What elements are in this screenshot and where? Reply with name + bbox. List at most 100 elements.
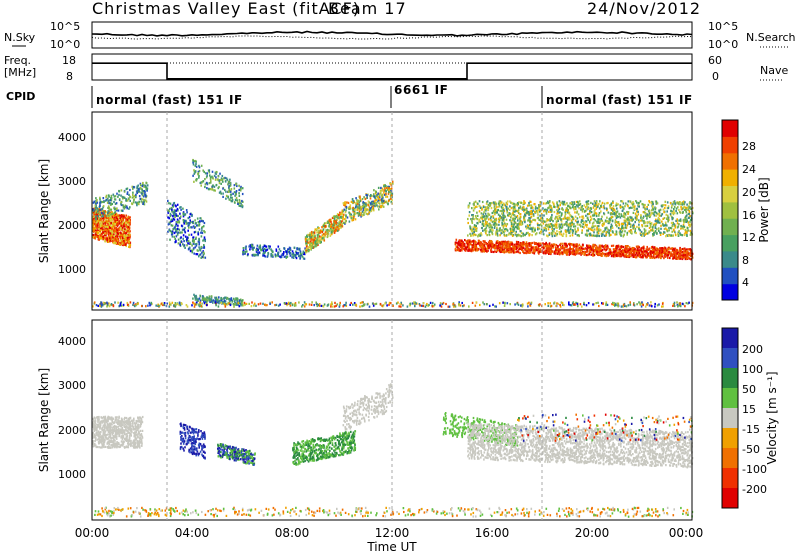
echo-cell (491, 243, 493, 245)
echo-cell (535, 243, 537, 245)
echo-cell (124, 191, 126, 193)
echo-cell (379, 194, 381, 196)
echo-cell (636, 252, 638, 254)
nave-tick-bottom: 0 (712, 70, 719, 83)
echo-cell (185, 223, 187, 225)
echo-cell (352, 209, 354, 211)
freq-panel: Freq. [MHz] 18 8 60 0 Nave (4, 54, 788, 83)
echo-cell (652, 246, 654, 248)
echo-cell (295, 254, 297, 256)
echo-cell (195, 165, 197, 167)
echo-cell (686, 250, 688, 252)
echo-cell (627, 248, 629, 250)
echo-cell (186, 211, 188, 213)
echo-cell (383, 200, 385, 202)
echo-cell (298, 252, 300, 254)
echo-cell (126, 235, 128, 237)
echo-cell (194, 227, 196, 229)
nave-tick-top: 60 (708, 54, 722, 67)
echo-cell (525, 249, 527, 251)
echo-cell (191, 215, 193, 217)
echo-cell (596, 247, 598, 249)
echo-cell (120, 242, 122, 244)
echo-cell (101, 237, 103, 239)
echo-cell (570, 228, 572, 230)
echo-cell (604, 246, 606, 248)
echo-cell (318, 230, 320, 232)
echo-cell (230, 191, 232, 193)
echo-cell (532, 242, 534, 244)
echo-cell (114, 211, 116, 213)
echo-cell (365, 203, 367, 205)
echo-cell (667, 201, 669, 203)
echo-cell (390, 198, 392, 200)
echo-cell (502, 246, 504, 248)
echo-cell (231, 200, 233, 202)
echo-cell (220, 179, 222, 181)
echo-cell (268, 245, 270, 247)
echo-cell (98, 228, 100, 230)
echo-cell (528, 204, 530, 206)
echo-cell (116, 221, 118, 223)
echo-cell (669, 257, 671, 259)
echo-cell (272, 251, 274, 253)
echo-cell (328, 220, 330, 222)
echo-cell (99, 201, 101, 203)
echo-cell (495, 246, 497, 248)
echo-cell (609, 232, 611, 234)
echo-cell (240, 189, 242, 191)
echo-cell (507, 230, 509, 232)
echo-cell (370, 202, 372, 204)
echo-cell (379, 203, 381, 205)
echo-cell (674, 206, 676, 208)
echo-cell (198, 238, 200, 240)
echo-cell (216, 184, 218, 186)
echo-cell (174, 226, 176, 228)
echo-cell (655, 224, 657, 226)
echo-cell (125, 218, 127, 220)
echo-cell (177, 219, 179, 221)
echo-cell (187, 242, 189, 244)
echo-cell (611, 245, 613, 247)
echo-cell (665, 235, 667, 237)
echo-cell (598, 249, 600, 251)
echo-cell (259, 245, 261, 247)
echo-cell (222, 181, 224, 183)
echo-cell (127, 193, 129, 195)
echo-cell (565, 243, 567, 245)
echo-cell (670, 255, 672, 257)
echo-cell (512, 246, 514, 248)
echo-cell (110, 232, 112, 234)
echo-cell (133, 196, 135, 198)
echo-cell (220, 183, 222, 185)
echo-cell (103, 201, 105, 203)
echo-cell (289, 252, 291, 254)
echo-cell (222, 175, 224, 177)
echo-cell (147, 184, 149, 186)
echo-cell (543, 247, 545, 249)
echo-cell (242, 251, 244, 253)
echo-cell (132, 203, 134, 205)
freq-tick-bottom: 8 (66, 70, 73, 83)
echo-cell (356, 205, 358, 207)
echo-cell (200, 257, 202, 259)
echo-cell (192, 160, 194, 162)
echo-cell (306, 240, 308, 242)
echo-cell (119, 199, 121, 201)
echo-cell (306, 248, 308, 250)
echo-cell (120, 215, 122, 217)
echo-cell (679, 250, 681, 252)
echo-cell (110, 202, 112, 204)
echo-cell (203, 225, 205, 227)
echo-cell (518, 207, 520, 209)
echo-cell (476, 245, 478, 247)
echo-cell (572, 252, 574, 254)
echo-cell (198, 172, 200, 174)
echo-cell (190, 250, 192, 252)
echo-cell (174, 216, 176, 218)
echo-cell (357, 203, 359, 205)
echo-cell (514, 247, 516, 249)
echo-cell (174, 236, 176, 238)
echo-cell (208, 188, 210, 190)
echo-cell (349, 213, 351, 215)
